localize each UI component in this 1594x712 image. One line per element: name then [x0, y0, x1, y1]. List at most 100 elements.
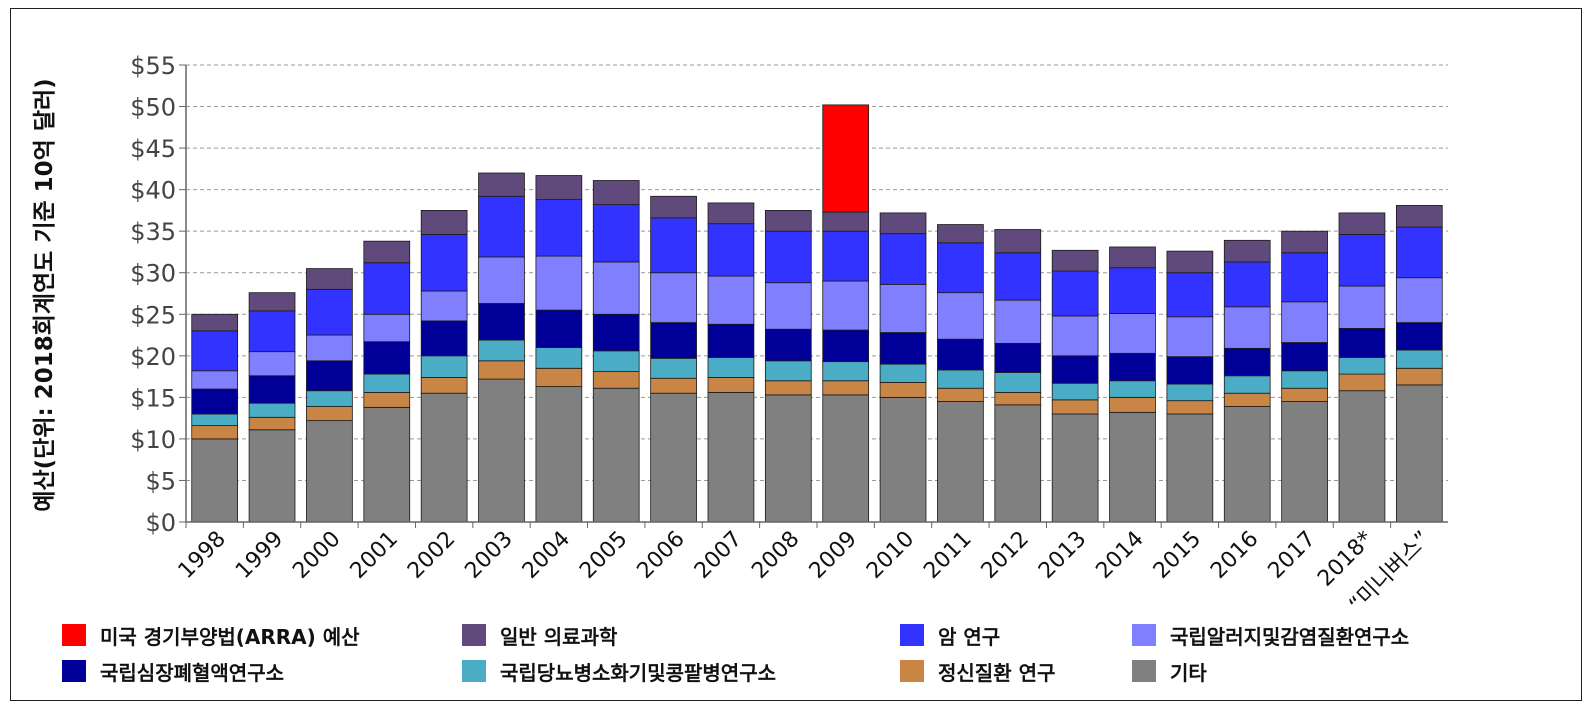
bar-segment-niaid [937, 292, 984, 340]
legend-swatch [1132, 660, 1156, 682]
bar-segment-nci [879, 233, 927, 285]
bar-segment-niddk [1166, 383, 1214, 402]
bar-segment-niddk [535, 347, 583, 369]
bar-segment-niaid [191, 370, 239, 390]
legend-swatch [1132, 624, 1156, 646]
bar-segment-nhlbi [1166, 356, 1214, 385]
x-tick-label: 2006 [633, 527, 690, 584]
x-tick-label: 2003 [460, 527, 517, 584]
bar-segment-nhlbi [937, 338, 984, 371]
bar-segment-other [1223, 406, 1271, 523]
bar-segment-gms [1395, 205, 1443, 228]
bar-segment-nci [1281, 252, 1328, 303]
bar-segment-niaid [879, 283, 927, 333]
legend-label: 미국 경기부양법(ARRA) 예산 [100, 624, 360, 649]
bar-segment-niddk [1109, 380, 1156, 398]
bar-segment-other [879, 396, 927, 523]
bar-segment-niddk [1338, 357, 1386, 375]
bar-segment-nimh [1109, 396, 1156, 413]
bar-segment-nci [994, 252, 1042, 301]
bar-segment-other [1109, 411, 1156, 523]
bar-segment-niddk [191, 413, 239, 427]
bar-segment-niaid [306, 334, 353, 362]
bar-segment-niaid [363, 313, 411, 343]
bar-segment-nhlbi [1338, 327, 1386, 358]
x-tick-label: 2016 [1206, 527, 1263, 584]
bar-segment-niddk [363, 373, 411, 393]
bar-segment-niddk [420, 355, 468, 378]
bar-segment-gms [535, 175, 583, 201]
bar-segment-nci [650, 217, 697, 274]
bar-segment-nci [478, 195, 525, 258]
x-tick-label: 1999 [231, 527, 288, 584]
bar-segment-niddk [306, 390, 353, 407]
bar-segment-nci [535, 199, 583, 257]
bar-segment-niddk [994, 372, 1042, 393]
bar-segment-niaid [1109, 313, 1156, 354]
bar-segment-nimh [650, 377, 697, 394]
bar-segment-nci [306, 288, 353, 336]
bar-segment-niddk [1395, 349, 1443, 369]
bar-segment-niddk [822, 361, 870, 382]
bar-segment-nci [1338, 234, 1386, 287]
bar-segment-gms [1051, 249, 1099, 272]
bar-segment-niaid [1166, 316, 1214, 358]
bar-segment-niaid [535, 255, 583, 311]
x-tick-label: 2015 [1149, 527, 1206, 584]
bar-segment-nci [707, 223, 755, 277]
bar-segment-gms [937, 224, 984, 244]
bar-segment-nimh [707, 377, 755, 393]
axes [179, 64, 1448, 528]
x-tick-label: 2017 [1264, 527, 1321, 584]
bar-segment-other [592, 387, 640, 523]
bar-segment-gms [707, 202, 755, 225]
bar-segment-gms [994, 229, 1042, 254]
bar-segment-nci [822, 230, 870, 282]
legend-item: 국립심장폐혈액연구소 [62, 656, 284, 686]
bar-segment-nimh [1395, 367, 1443, 386]
bar-segment-gms [248, 292, 296, 312]
bar-segment-gms [191, 313, 239, 332]
bar-segment-niaid [1281, 301, 1328, 343]
bar-segment-niddk [1223, 375, 1271, 394]
y-axis-label: 예산(단위: 2018회계연도 기준 10억 달러) [32, 78, 58, 511]
x-tick-label: 2012 [977, 527, 1034, 584]
bar-segment-nci [363, 262, 411, 315]
legend-item: 국립알러지및감염질환연구소 [1132, 620, 1409, 650]
bar-segment-nimh [420, 377, 468, 394]
bar-segment-gms [879, 212, 927, 235]
bar-segment-other [1166, 413, 1214, 523]
bar-segment-nhlbi [650, 322, 697, 359]
legend-label: 정신질환 연구 [938, 660, 1056, 685]
bar-segment-nhlbi [363, 341, 411, 375]
legend-label: 일반 의료과학 [500, 624, 618, 649]
x-tick-label: 2002 [403, 527, 460, 584]
bar-segment-gms [1166, 250, 1214, 274]
bar-segment-arra [822, 104, 870, 213]
bar-segment-nimh [822, 380, 870, 396]
bar-segment-other [1051, 413, 1099, 523]
bar-segment-nimh [592, 371, 640, 389]
bar-segment-nci [191, 330, 239, 372]
legend-item: 미국 경기부양법(ARRA) 예산 [62, 620, 360, 650]
bar-segment-other [191, 438, 239, 523]
legend-label: 기타 [1170, 660, 1207, 685]
bar-segment-nimh [879, 382, 927, 398]
bar-segment-other [535, 386, 583, 523]
bar-segment-gms [1281, 230, 1328, 254]
legend-label: 국립심장폐혈액연구소 [100, 660, 284, 685]
bar-segment-niaid [248, 351, 296, 377]
bar-segment-nimh [1166, 400, 1214, 415]
bar-segment-gms [363, 240, 411, 264]
bar-segment-nimh [248, 416, 296, 431]
legend-label: 국립당뇨병소화기및콩팥병연구소 [500, 660, 776, 685]
bar-segment-nimh [994, 391, 1042, 406]
x-tick-label: 2013 [1034, 527, 1091, 584]
bar-segment-nci [937, 242, 984, 294]
x-tick-label: 2014 [1091, 527, 1148, 584]
legend-swatch [462, 624, 486, 646]
bar-segment-nci [592, 204, 640, 263]
bar-segment-niddk [937, 369, 984, 389]
bar-segment-nci [1395, 226, 1443, 279]
bar-segment-nimh [1281, 387, 1328, 402]
